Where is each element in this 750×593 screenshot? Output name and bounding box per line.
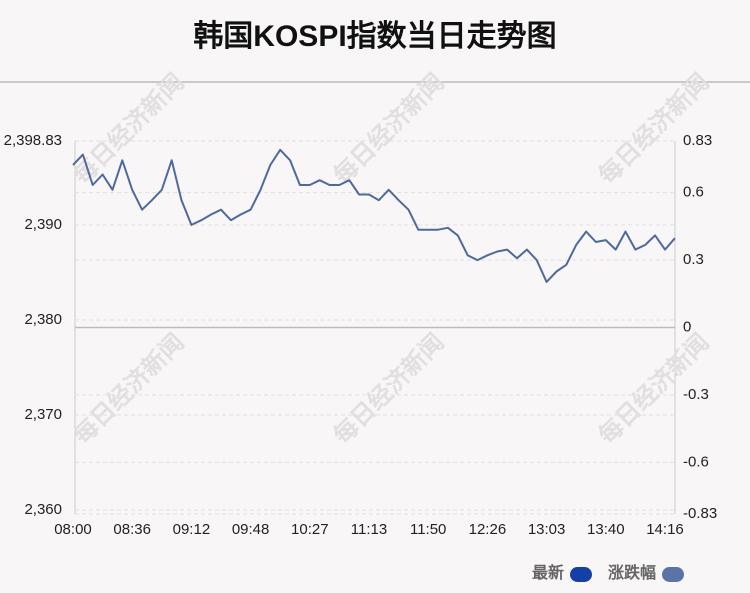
x-tick-label: 13:03 xyxy=(528,521,566,538)
y2-tick-label: -0.6 xyxy=(683,453,709,470)
y2-tick-label: 0.83 xyxy=(683,132,712,149)
watermark: 每日经济新闻 xyxy=(593,68,715,190)
y-tick-label: 2,398.83 xyxy=(4,132,62,149)
y2-tick-label: 0 xyxy=(683,318,691,335)
legend-label: 涨跌幅 xyxy=(608,563,656,582)
y-tick-label: 2,390 xyxy=(24,216,62,233)
x-tick-label: 08:00 xyxy=(54,521,92,538)
x-tick-label: 11:50 xyxy=(410,521,446,538)
y2-tick-label: 0.3 xyxy=(683,251,704,268)
x-tick-label: 09:48 xyxy=(232,521,270,538)
watermark: 每日经济新闻 xyxy=(328,68,450,190)
watermark: 每日经济新闻 xyxy=(328,328,450,450)
y2-tick-label: 0.6 xyxy=(683,184,704,201)
x-tick-label: 10:27 xyxy=(291,521,329,538)
x-tick-label: 13:40 xyxy=(587,521,625,538)
watermark: 每日经济新闻 xyxy=(68,68,190,190)
legend-swatch xyxy=(570,567,592,582)
y-tick-label: 2,370 xyxy=(24,406,62,423)
x-tick-label: 12:26 xyxy=(469,521,507,538)
y-tick-label: 2,360 xyxy=(24,501,62,518)
y2-tick-label: -0.3 xyxy=(683,386,709,403)
legend-swatch xyxy=(662,567,684,582)
chart-title: 韩国KOSPI指数当日走势图 xyxy=(193,20,556,53)
x-tick-label: 09:12 xyxy=(173,521,211,538)
x-tick-label: 08:36 xyxy=(113,521,151,538)
y2-tick-label: -0.83 xyxy=(683,505,717,522)
x-tick-label: 14:16 xyxy=(646,521,684,538)
watermark: 每日经济新闻 xyxy=(68,328,190,450)
legend-label: 最新 xyxy=(532,563,564,582)
x-tick-label: 11:13 xyxy=(351,521,387,538)
y-tick-label: 2,380 xyxy=(24,311,62,328)
price-line xyxy=(72,148,676,283)
